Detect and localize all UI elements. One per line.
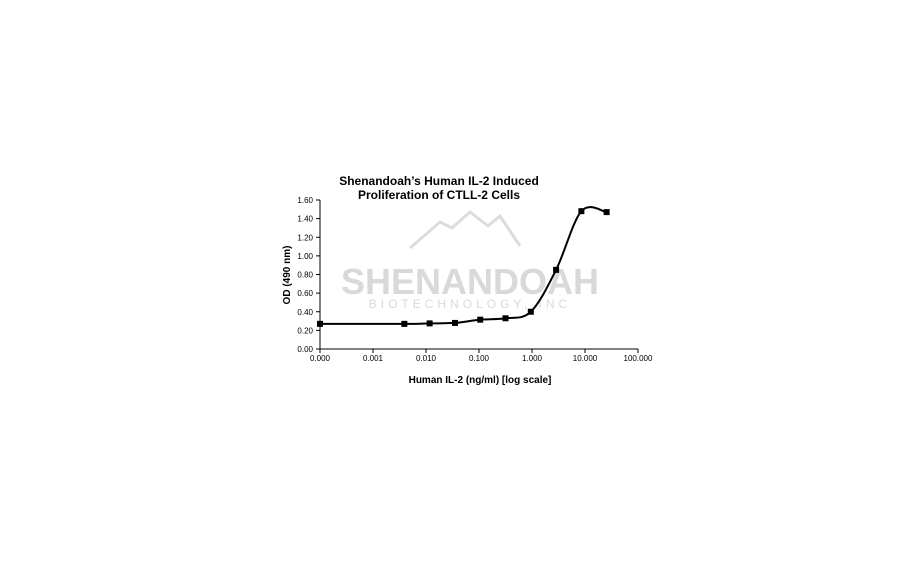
- series-line: [319, 206, 607, 325]
- y-tick-label: 1.60: [297, 196, 313, 205]
- y-tick-label: 0.20: [297, 326, 313, 335]
- x-tick-label: 0.100: [469, 354, 490, 363]
- data-point: [527, 308, 534, 315]
- y-tick-label: 1.20: [297, 233, 313, 242]
- data-point: [578, 208, 585, 215]
- x-tick-label: 0.010: [416, 354, 437, 363]
- y-axis-title: OD (490 nm): [282, 246, 293, 305]
- x-tick-label: 100.000: [624, 354, 653, 363]
- chart-title-line-1: Shenandoah’s Human IL-2 Induced: [339, 174, 539, 188]
- y-tick-label: 0.00: [297, 345, 313, 354]
- watermark-subtitle: BIOTECHNOLOGY, INC: [369, 297, 571, 311]
- data-point: [553, 266, 560, 273]
- y-tick-label: 0.60: [297, 289, 313, 298]
- y-tick-label: 1.00: [297, 252, 313, 261]
- series-markers: [317, 208, 610, 327]
- y-ticks: 0.00 0.20 0.40 0.60 0.80 1.00 1.20 1.40 1.60: [297, 196, 320, 354]
- y-tick-label: 1.40: [297, 215, 313, 224]
- x-tick-label: 0.001: [363, 354, 384, 363]
- y-tick-label: 0.80: [297, 271, 313, 280]
- watermark-name: SHENANDOAH: [341, 261, 599, 302]
- watermark-mountain-icon: [409, 210, 522, 250]
- y-tick-label: 0.40: [297, 308, 313, 317]
- data-point: [401, 320, 408, 327]
- x-tick-label: 10.000: [573, 354, 598, 363]
- x-tick-label: 0.000: [310, 354, 331, 363]
- data-point: [502, 315, 509, 322]
- data-point: [603, 209, 610, 216]
- data-point: [426, 320, 433, 327]
- data-point: [317, 320, 323, 327]
- chart-title-line-2: Proliferation of CTLL-2 Cells: [358, 188, 520, 202]
- x-ticks: 0.000 0.001 0.010 0.100 1.000 10.000 100.000: [310, 349, 653, 363]
- x-tick-label: 1.000: [522, 354, 543, 363]
- x-axis-title: Human IL-2 (ng/ml) [log scale]: [409, 375, 552, 386]
- data-point: [477, 316, 484, 323]
- data-point: [451, 319, 458, 326]
